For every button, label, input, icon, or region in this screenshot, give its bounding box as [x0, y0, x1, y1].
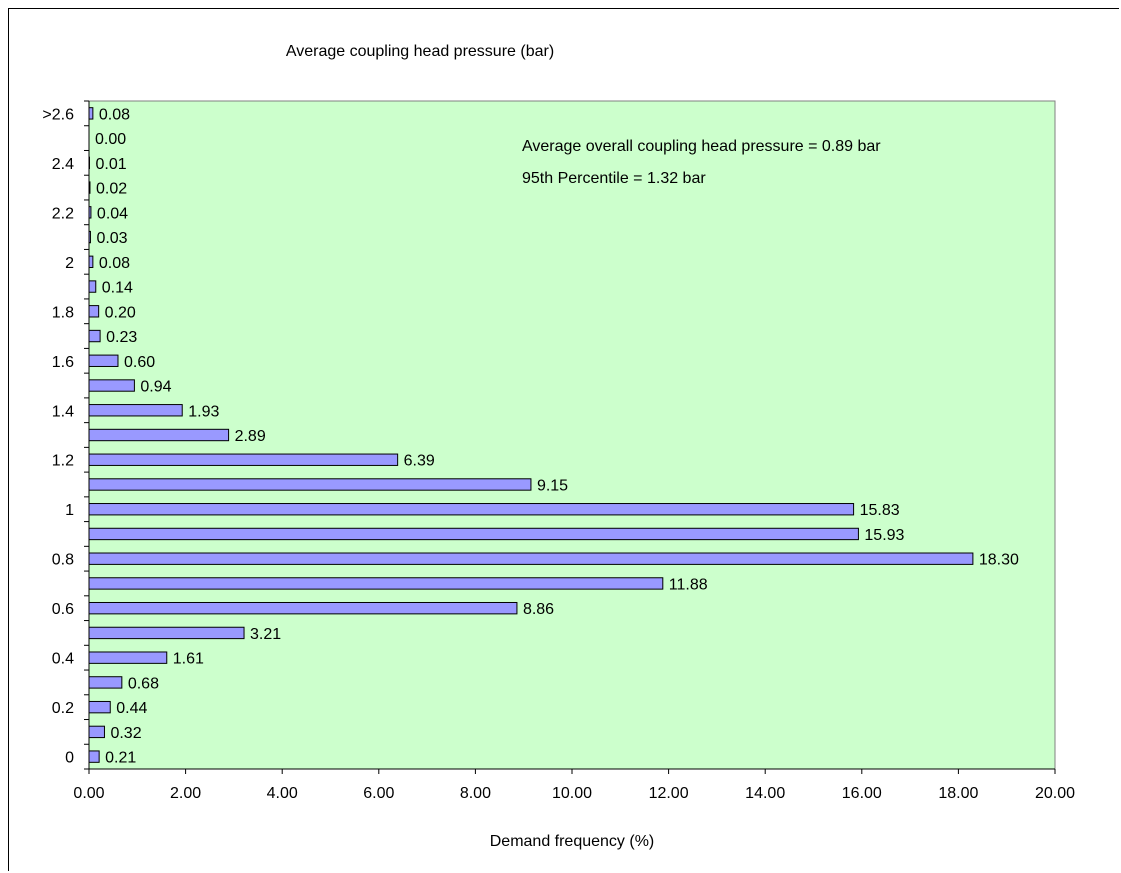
x-axis-label: Demand frequency (%) — [490, 833, 655, 850]
y-tick-label-20: 2 — [65, 255, 74, 272]
y-tick-label-18: 1.8 — [52, 304, 74, 321]
value-label-14: 1.93 — [188, 403, 219, 420]
chart-frame: Average coupling head pressure (bar) 0.2… — [8, 8, 1119, 871]
x-tick-label-6: 12.00 — [649, 785, 689, 802]
y-tick-label-0: 0 — [65, 750, 74, 767]
bar-0 — [88, 750, 100, 763]
value-label-3: 0.68 — [128, 675, 159, 692]
y-tick-label-8: 0.8 — [52, 552, 74, 569]
value-label-22: 0.04 — [97, 205, 128, 222]
x-tick-label-0: 0.00 — [73, 785, 104, 802]
x-tick-label-3: 6.00 — [363, 785, 394, 802]
y-tick-label-24: 2.4 — [52, 156, 74, 173]
value-label-24: 0.01 — [95, 156, 126, 173]
annotation-95th-percentile: 95th Percentile = 1.32 bar — [522, 170, 706, 187]
chart-title: Average coupling head pressure (bar) — [286, 43, 554, 60]
bar-26 — [88, 107, 94, 120]
value-label-7: 11.88 — [669, 576, 708, 593]
value-label-12: 6.39 — [404, 453, 435, 470]
value-label-26: 0.08 — [99, 106, 130, 123]
value-label-10: 15.83 — [860, 502, 900, 519]
value-label-11: 9.15 — [537, 477, 568, 494]
bar-13 — [88, 428, 230, 442]
value-label-2: 0.44 — [116, 700, 147, 717]
bar-12 — [88, 453, 399, 466]
annotation-average-pressure: Average overall coupling head pressure =… — [522, 138, 881, 155]
bar-8 — [88, 552, 974, 565]
bar-7 — [88, 577, 664, 590]
x-tick-label-8: 16.00 — [842, 785, 882, 802]
bar-14 — [88, 404, 183, 417]
bar-5 — [88, 626, 245, 640]
x-tick-label-7: 14.00 — [745, 785, 785, 802]
value-label-19: 0.14 — [102, 280, 133, 297]
bar-3 — [88, 676, 123, 689]
value-label-0: 0.21 — [105, 750, 136, 767]
y-tick-label-26: >2.6 — [42, 106, 74, 123]
value-label-25: 0.00 — [95, 131, 126, 148]
x-axis: 0.00 2.00 4.00 6.00 8.00 10.00 12.00 14.00 16.00… — [73, 768, 1075, 802]
bar-6 — [88, 601, 518, 615]
bar-2 — [88, 700, 111, 714]
bar-19 — [88, 280, 97, 293]
x-tick-label-10: 20.00 — [1035, 785, 1075, 802]
y-tick-label-2: 0.2 — [52, 700, 74, 717]
bar-15 — [88, 379, 135, 392]
value-label-18: 0.20 — [105, 304, 136, 321]
y-tick-label-12: 1.2 — [52, 453, 74, 470]
bar-20 — [88, 255, 94, 268]
bars-group — [88, 107, 974, 763]
value-labels-group: 0.21 0.32 0.44 0.68 1.61 3.21 8.86 11.88 18.30 15… — [95, 106, 1019, 766]
value-label-16: 0.60 — [124, 354, 155, 371]
x-tick-label-2: 4.00 — [267, 785, 298, 802]
value-label-8: 18.30 — [979, 552, 1019, 569]
value-label-5: 3.21 — [250, 626, 281, 643]
y-axis: 0 0.2 0.4 0.6 0.8 1 1.2 1.4 1.6 1.8 2 2.2 2.4 >2.6 — [42, 100, 90, 770]
bar-11 — [88, 478, 532, 491]
value-label-13: 2.89 — [235, 428, 266, 445]
value-label-1: 0.32 — [110, 725, 141, 742]
y-tick-label-10: 1 — [65, 502, 74, 519]
bar-chart: Average coupling head pressure (bar) 0.2… — [42, 43, 1075, 850]
y-tick-label-16: 1.6 — [52, 354, 74, 371]
value-label-4: 1.61 — [173, 651, 204, 668]
bar-9 — [88, 527, 859, 541]
bar-10 — [88, 503, 855, 516]
bar-18 — [88, 305, 100, 318]
value-label-20: 0.08 — [99, 255, 130, 272]
y-tick-label-14: 1.4 — [52, 403, 74, 420]
y-tick-label-6: 0.6 — [52, 601, 74, 618]
plot-area — [88, 100, 1056, 770]
bar-16 — [88, 354, 119, 367]
y-tick-label-22: 2.2 — [52, 205, 74, 222]
bar-17 — [88, 329, 101, 343]
x-tick-label-9: 18.00 — [938, 785, 978, 802]
bar-4 — [88, 651, 168, 664]
value-label-15: 0.94 — [140, 379, 171, 396]
x-tick-label-5: 10.00 — [552, 785, 592, 802]
bar-1 — [88, 725, 105, 739]
x-tick-label-1: 2.00 — [170, 785, 201, 802]
value-label-9: 15.93 — [864, 527, 904, 544]
value-label-17: 0.23 — [106, 329, 137, 346]
value-label-21: 0.03 — [96, 230, 127, 247]
y-tick-label-4: 0.4 — [52, 651, 74, 668]
x-tick-label-4: 8.00 — [460, 785, 491, 802]
value-label-23: 0.02 — [96, 181, 127, 198]
value-label-6: 8.86 — [523, 601, 554, 618]
